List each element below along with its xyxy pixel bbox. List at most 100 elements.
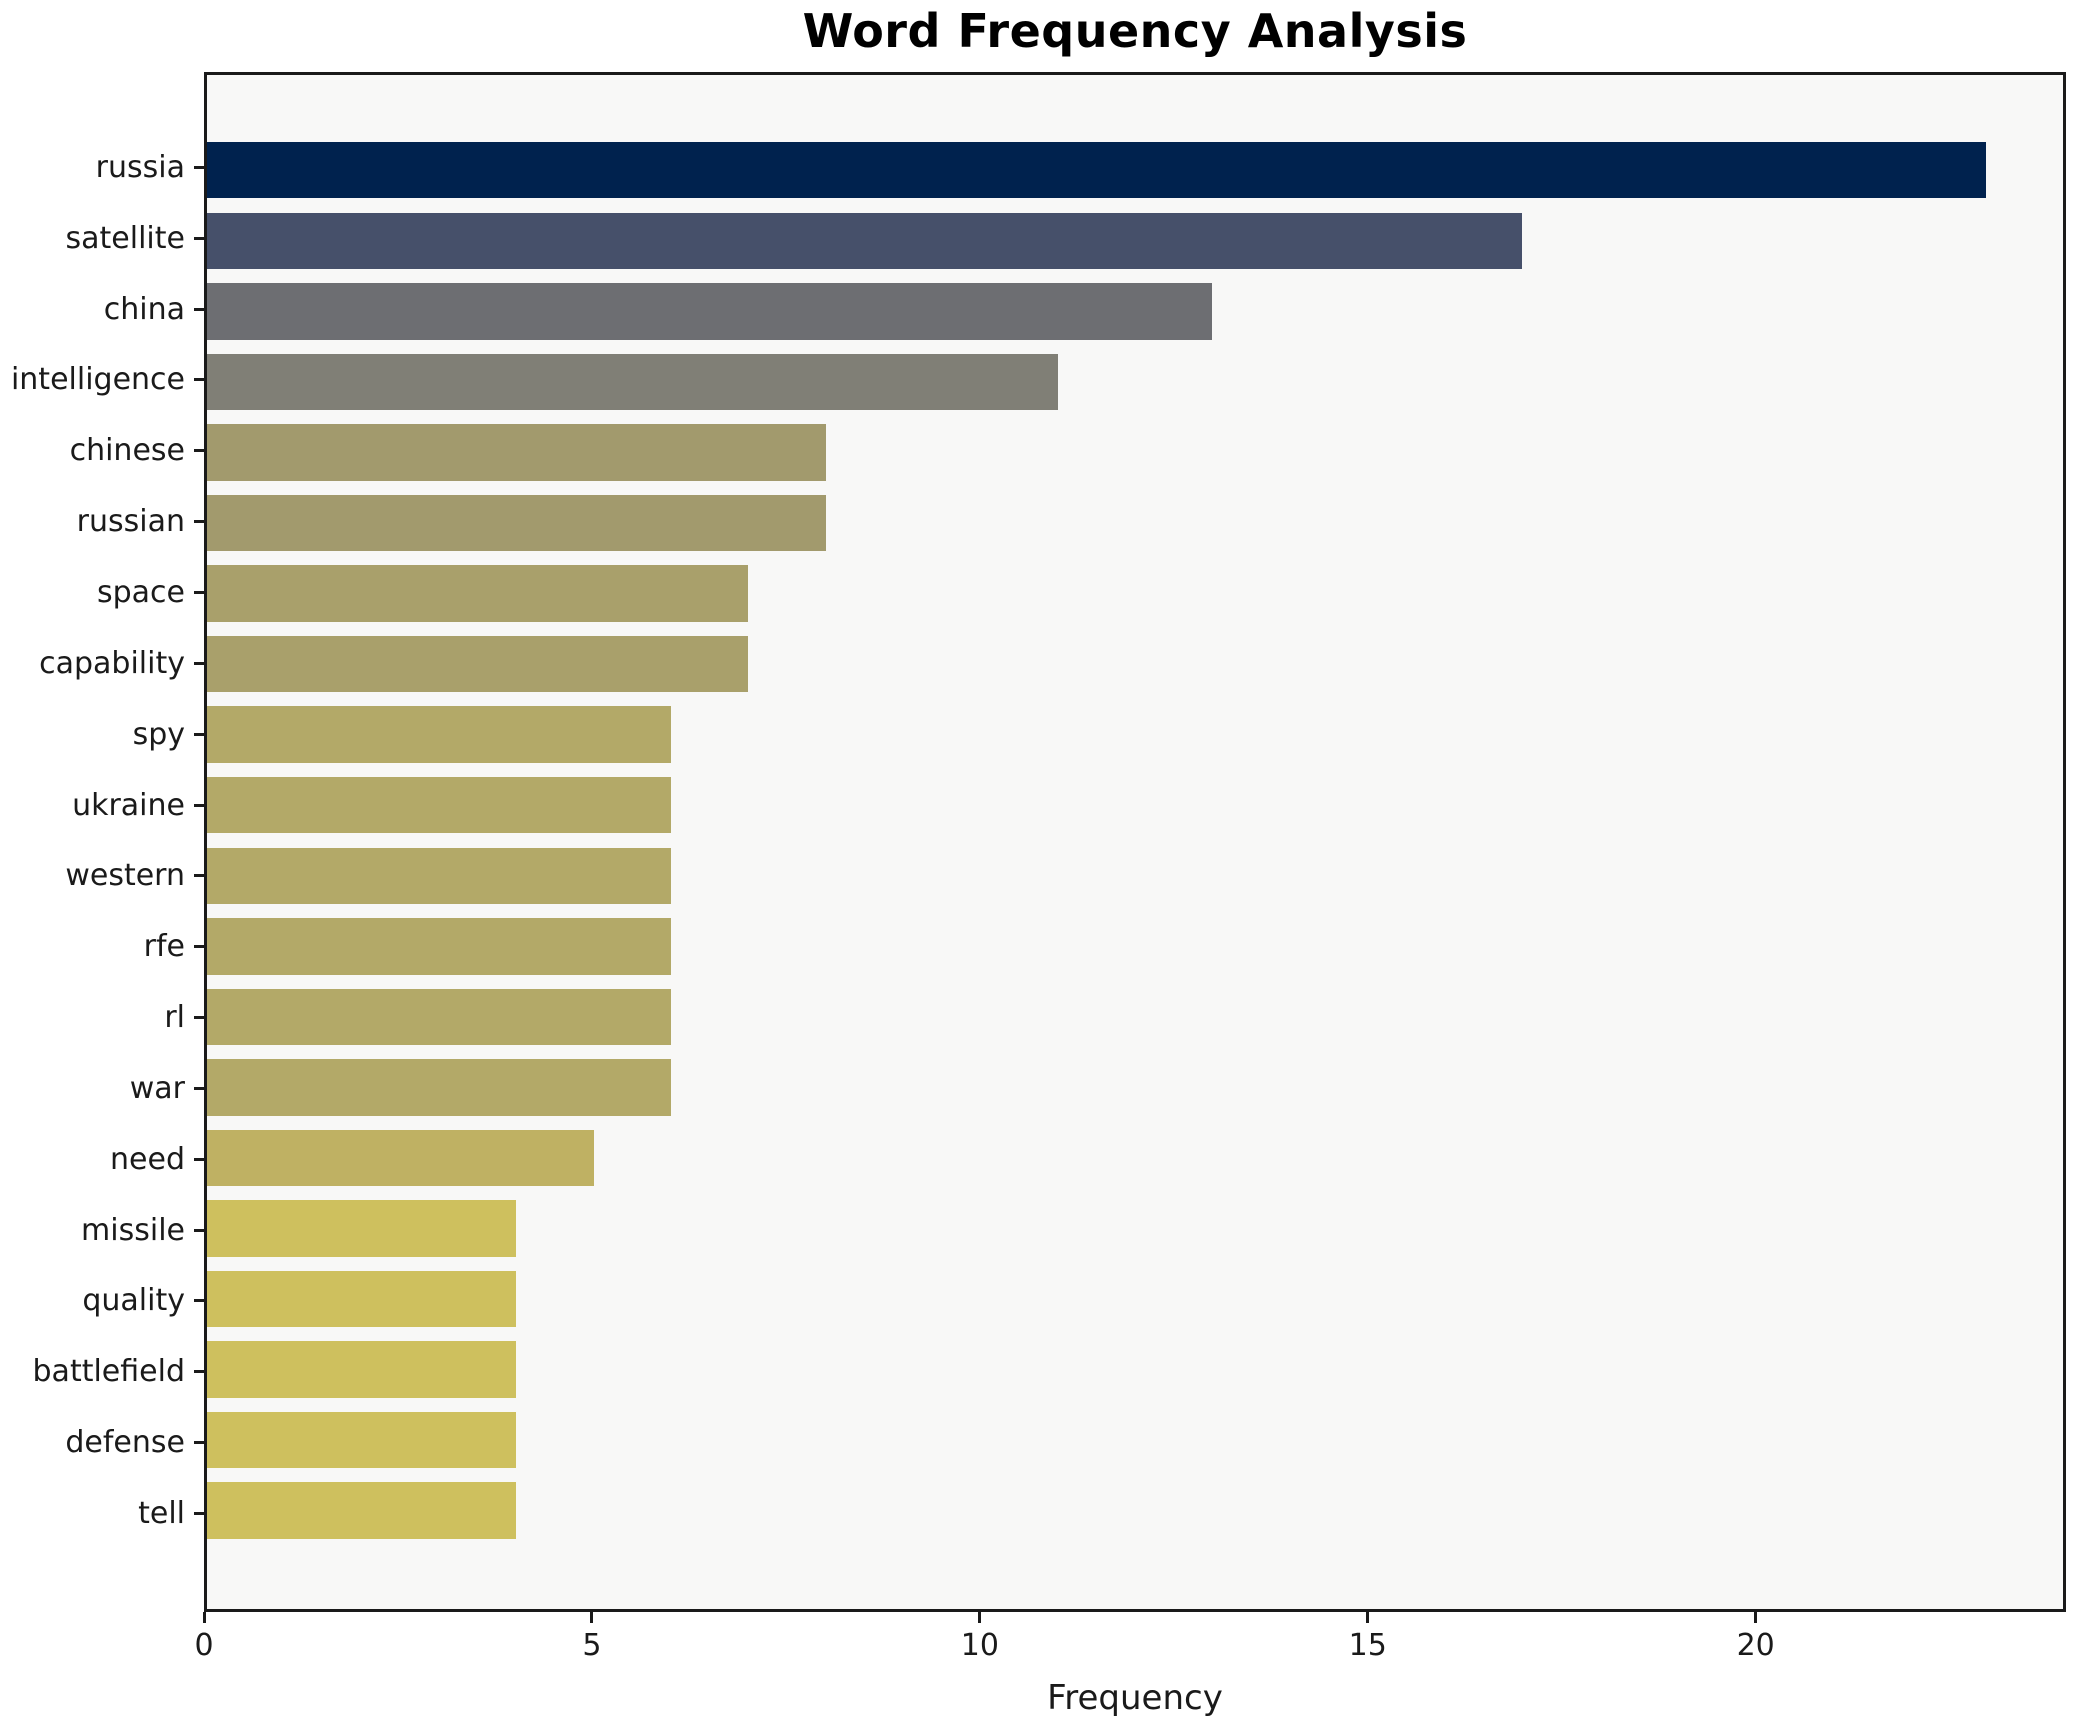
bar-row-ukraine [207, 770, 2063, 841]
y-tick-mark-chinese [194, 449, 204, 453]
y-cell-spy: spy [0, 699, 204, 770]
y-tick-mark-battlefield [194, 1370, 204, 1374]
y-cell-ukraine: ukraine [0, 770, 204, 841]
bar-western [207, 847, 671, 904]
x-tick-label-15: 15 [1348, 1628, 1387, 1663]
y-cell-russian: russian [0, 486, 204, 557]
y-cell-intelligence: intelligence [0, 345, 204, 416]
bar-battlefield [207, 1341, 517, 1398]
x-tick-mark-10 [978, 1612, 982, 1623]
y-cell-tell: tell [0, 1478, 204, 1549]
y-cell-russia: russia [0, 132, 204, 203]
bar-row-tell [207, 1475, 2063, 1546]
bar-quality [207, 1270, 517, 1328]
bar-row-intelligence [207, 347, 2063, 418]
y-tick-label-battlefield: battlefield [32, 1354, 185, 1390]
y-tick-mark-rfe [194, 945, 204, 949]
bar-row-space [207, 558, 2063, 629]
bar-row-missile [207, 1193, 2063, 1264]
bar-row-russia [207, 135, 2063, 206]
y-tick-mark-spy [194, 732, 204, 736]
bar-missile [207, 1200, 517, 1257]
y-tick-mark-russia [194, 165, 204, 169]
y-tick-mark-space [194, 590, 204, 594]
bar-capability [207, 635, 749, 693]
x-tick-label-10: 10 [960, 1628, 999, 1663]
y-tick-mark-china [194, 307, 204, 311]
x-tick-mark-20 [1754, 1612, 1758, 1623]
y-tick-mark-intelligence [194, 378, 204, 382]
bar-row-satellite [207, 206, 2063, 277]
y-cell-war: war [0, 1053, 204, 1124]
y-tick-label-russian: russian [76, 504, 185, 540]
y-cell-defense: defense [0, 1407, 204, 1478]
y-cell-quality: quality [0, 1266, 204, 1337]
bar-rl [207, 988, 671, 1046]
plot-area [204, 72, 2066, 1612]
bar-rfe [207, 918, 671, 975]
bar-row-russian [207, 488, 2063, 559]
x-axis: 0 5 10 15 20 [194, 1612, 2066, 1692]
y-tick-label-space: space [96, 574, 185, 610]
y-tick-label-chinese: chinese [69, 433, 185, 469]
y-tick-label-capability: capability [39, 645, 185, 681]
y-tick-label-intelligence: intelligence [10, 362, 185, 398]
bar-row-capability [207, 629, 2063, 700]
y-tick-label-quality: quality [82, 1283, 185, 1319]
chart-title: Word Frequency Analysis [802, 4, 1468, 58]
y-tick-label-defense: defense [65, 1425, 185, 1461]
y-tick-label-ukraine: ukraine [72, 787, 185, 823]
bar-row-need [207, 1123, 2063, 1194]
x-tick-label-20: 20 [1736, 1628, 1775, 1663]
y-tick-mark-war [194, 1086, 204, 1090]
x-tick-mark-15 [1366, 1612, 1370, 1623]
bar-ukraine [207, 776, 671, 834]
x-axis-label: Frequency [1047, 1678, 1223, 1718]
y-tick-label-western: western [65, 858, 185, 894]
y-tick-label-rl: rl [164, 1000, 185, 1036]
y-tick-mark-defense [194, 1441, 204, 1445]
bar-intelligence [207, 353, 1058, 411]
bar-chinese [207, 424, 826, 481]
bar-row-china [207, 276, 2063, 347]
bar-russia [207, 142, 1986, 199]
y-axis: russia satellite china intelligence chinese r… [0, 72, 204, 1612]
y-tick-label-tell: tell [138, 1495, 185, 1531]
y-tick-mark-satellite [194, 236, 204, 240]
y-cell-battlefield: battlefield [0, 1336, 204, 1407]
bar-russian [207, 494, 826, 552]
bar-row-defense [207, 1405, 2063, 1476]
y-cell-rfe: rfe [0, 911, 204, 982]
y-tick-mark-russian [194, 520, 204, 524]
y-cell-need: need [0, 1124, 204, 1195]
bar-row-chinese [207, 417, 2063, 488]
y-tick-label-spy: spy [132, 716, 185, 752]
y-cell-china: china [0, 274, 204, 345]
bar-china [207, 283, 1213, 340]
y-tick-label-china: china [103, 291, 185, 327]
bar-defense [207, 1411, 517, 1469]
x-tick-label-0: 0 [194, 1628, 214, 1663]
bar-spy [207, 706, 671, 763]
y-tick-mark-missile [194, 1228, 204, 1232]
bar-rows [207, 75, 2063, 1609]
bar-row-battlefield [207, 1334, 2063, 1405]
bar-row-spy [207, 699, 2063, 770]
y-tick-label-russia: russia [95, 149, 185, 185]
bar-row-western [207, 840, 2063, 911]
y-cell-chinese: chinese [0, 415, 204, 486]
y-tick-label-need: need [110, 1141, 185, 1177]
bar-row-war [207, 1052, 2063, 1123]
bar-space [207, 565, 749, 622]
y-tick-mark-capability [194, 661, 204, 665]
bar-war [207, 1059, 671, 1116]
bar-row-rl [207, 982, 2063, 1053]
y-tick-label-missile: missile [81, 1212, 185, 1248]
y-cell-capability: capability [0, 628, 204, 699]
y-tick-mark-ukraine [194, 803, 204, 807]
bar-tell [207, 1482, 517, 1539]
y-cell-missile: missile [0, 1195, 204, 1266]
bar-row-rfe [207, 911, 2063, 982]
y-tick-label-war: war [129, 1070, 185, 1106]
